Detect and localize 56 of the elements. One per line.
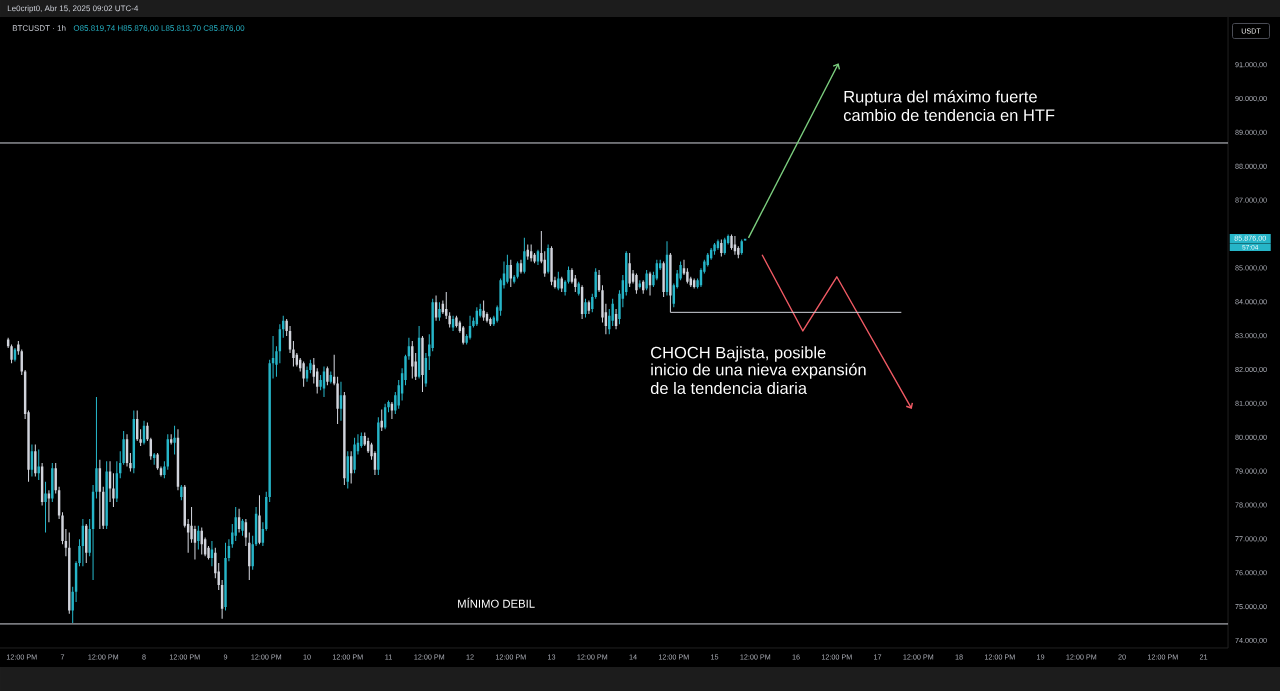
candlestick	[665, 241, 669, 296]
candlestick	[88, 518, 91, 557]
annotation: cambio de tendencia en HTF	[843, 108, 1055, 122]
candlestick	[353, 437, 356, 474]
candlestick	[71, 586, 74, 623]
annotation: Ruptura del máximo fuerte	[844, 90, 1037, 106]
candlestick	[44, 481, 47, 533]
candlestick	[326, 366, 329, 386]
candlestick	[584, 298, 587, 318]
candlestick	[550, 246, 553, 286]
candlestick	[421, 336, 424, 392]
candlestick	[692, 278, 696, 289]
candlestick	[248, 532, 251, 580]
candlestick	[241, 518, 244, 536]
candlestick	[169, 434, 173, 445]
annotation: de la tendencia diaria	[650, 381, 808, 395]
candlestick	[54, 463, 57, 494]
candlestick	[68, 532, 71, 614]
ref-line-label: MÍNIMO DEBIL	[458, 597, 535, 608]
candlestick	[224, 542, 227, 611]
annotation: inicio de una nieva expansión	[651, 363, 866, 379]
candlestick	[523, 237, 526, 274]
candlestick	[322, 366, 326, 398]
candlestick	[142, 420, 146, 445]
candlestick	[51, 463, 54, 502]
candlestick	[557, 271, 560, 291]
candlestick	[740, 239, 743, 255]
annotation: CHOCH Bajista, posible	[651, 346, 826, 362]
candlestick	[638, 280, 642, 289]
candlestick	[438, 302, 441, 321]
candlestick	[635, 273, 638, 294]
candlestick	[377, 417, 380, 475]
candlestick	[180, 485, 183, 501]
candlestick	[645, 269, 648, 291]
candlestick	[37, 449, 40, 480]
text: BTCUSDT · 1h	[12, 25, 66, 31]
candlestick	[411, 341, 414, 379]
candlestick	[343, 391, 346, 486]
candlestick	[258, 495, 261, 545]
candlestick	[197, 525, 200, 550]
candlestick	[628, 253, 631, 287]
candlestick	[662, 261, 665, 298]
candlestick	[173, 425, 176, 455]
candlestick	[482, 300, 485, 321]
candlestick	[302, 361, 305, 387]
candlestick	[251, 535, 254, 570]
candlestick	[577, 281, 580, 296]
candlestick	[271, 336, 275, 379]
candlestick	[34, 444, 37, 477]
candlestick	[105, 461, 108, 530]
candlestick	[285, 319, 288, 337]
candlestick	[720, 239, 723, 257]
candlestick	[47, 490, 51, 523]
text: O85.819,74 H85.876,00 L85.813,70 C85.876,00	[73, 25, 245, 32]
text: Le0cript0, Abr 15, 2025 09:02 UTC-4	[7, 5, 139, 13]
candlestick	[339, 381, 343, 421]
